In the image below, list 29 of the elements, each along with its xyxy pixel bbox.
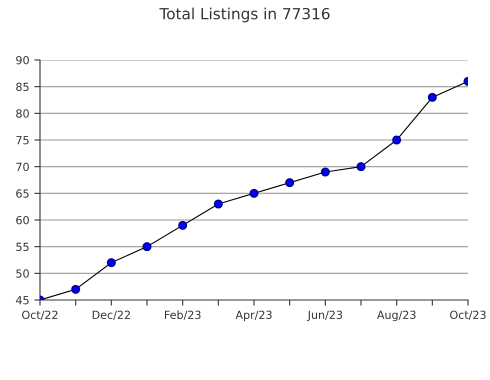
y-tick-label: 50 — [16, 269, 29, 278]
y-tick-label: 70 — [16, 162, 29, 172]
y-tick-label: 45 — [16, 296, 29, 304]
y-tick-label: 90 — [16, 56, 29, 64]
x-tick-label: Dec/22 — [92, 310, 130, 320]
point — [356, 162, 366, 172]
x-tick-label: Aug/23 — [376, 310, 416, 322]
y-tick-label: 85 — [16, 82, 29, 92]
point — [106, 258, 116, 268]
y-tick-label: 80 — [16, 109, 29, 118]
x-tick-label: Oct/23 — [450, 310, 486, 320]
y-tick-label: 55 — [16, 242, 29, 252]
point — [428, 92, 437, 102]
x-tick-label: Apr/23 — [236, 310, 272, 322]
point — [214, 199, 223, 209]
point — [249, 188, 259, 198]
point — [392, 135, 402, 145]
point — [71, 284, 80, 294]
point — [178, 220, 188, 230]
x-tick-label: Jun/23 — [307, 310, 342, 322]
x-tick-label: Feb/23 — [164, 310, 201, 320]
x-tick-label: Oct/22 — [22, 310, 58, 320]
y-tick-label: 75 — [16, 136, 29, 144]
point — [285, 178, 294, 188]
point — [142, 242, 152, 252]
y-tick-label: 60 — [16, 216, 29, 224]
y-tick-label: 65 — [16, 189, 29, 198]
point — [320, 167, 330, 177]
chart-title: Total Listings in 77316 — [159, 8, 330, 22]
